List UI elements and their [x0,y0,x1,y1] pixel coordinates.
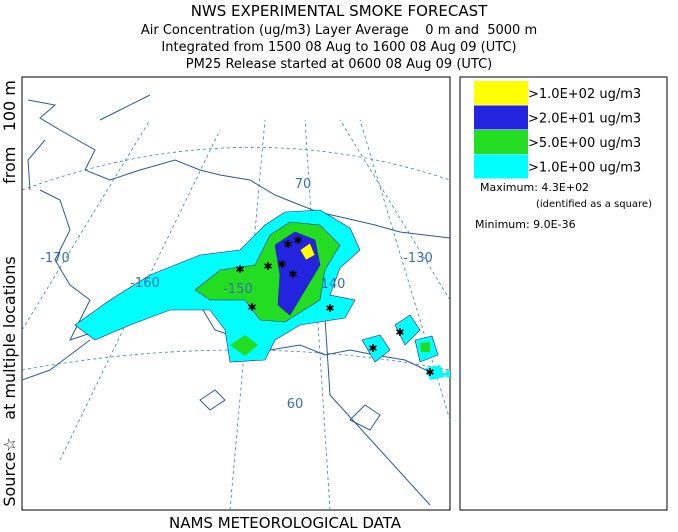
svg-text:✱: ✱ [293,234,302,247]
map: ✱ ✱✱ ✱✱✱✱✱✱✱✱ -170 -160 -150 140 -130 70 6… [21,76,451,511]
subtitle: PM25 Release started at 0600 08 Aug 09 (… [186,57,493,72]
lat-label: 70 [295,177,312,192]
legend: Maximum: 4.3E+02 (identified as a square… [459,76,668,511]
side-label: Source☆ at multiple locations from 100 m [0,80,19,507]
plume [74,209,450,380]
lon-label: -150 [223,282,253,297]
title: NWS EXPERIMENTAL SMOKE FORECAST [191,2,488,20]
legend-swatch [474,154,528,179]
side-label-part: at multiple locations [0,256,19,419]
legend-swatch [474,130,528,154]
side-label-part: from 100 m [0,80,19,184]
lon-label: -160 [130,276,160,291]
svg-text:✱: ✱ [288,268,297,281]
lon-label: -130 [403,251,433,266]
subtitle: Air Concentration (ug/m3) Layer Average … [141,23,537,38]
svg-text:✱: ✱ [368,342,377,355]
maximum-note: (identified as a square) [536,199,652,210]
lon-label: -170 [40,251,70,266]
svg-text:✱: ✱ [277,258,286,271]
svg-text:✱: ✱ [235,263,244,276]
minimum: Minimum: 9.0E-36 [475,218,576,231]
svg-text:✱: ✱ [247,301,256,314]
maximum: Maximum: 4.3E+02 [480,181,589,194]
legend-swatch [474,81,528,105]
svg-text:✱: ✱ [283,238,292,251]
legend-label: >1.0E+00 ug/m3 [528,161,641,176]
lon-label: 140 [321,277,346,292]
legend-label: >5.0E+00 ug/m3 [528,136,641,151]
lat-label: 60 [287,397,304,412]
side-label-part: Source☆ [0,437,19,506]
svg-text:✱: ✱ [325,302,334,315]
legend-label: >1.0E+02 ug/m3 [528,87,641,102]
footer: NAMS METEOROLOGICAL DATA [169,514,402,532]
legend-label: >2.0E+01 ug/m3 [528,112,641,127]
svg-text:✱: ✱ [425,366,434,379]
svg-text:✱: ✱ [263,260,272,273]
subtitle: Integrated from 1500 08 Aug to 1600 08 A… [161,40,516,55]
legend-swatch [474,105,528,130]
sources: ✱ ✱✱ ✱✱✱✱✱✱✱✱ [235,234,434,379]
map-labels: -170 -160 -150 140 -130 70 60 [40,177,433,412]
svg-text:✱: ✱ [395,326,404,339]
